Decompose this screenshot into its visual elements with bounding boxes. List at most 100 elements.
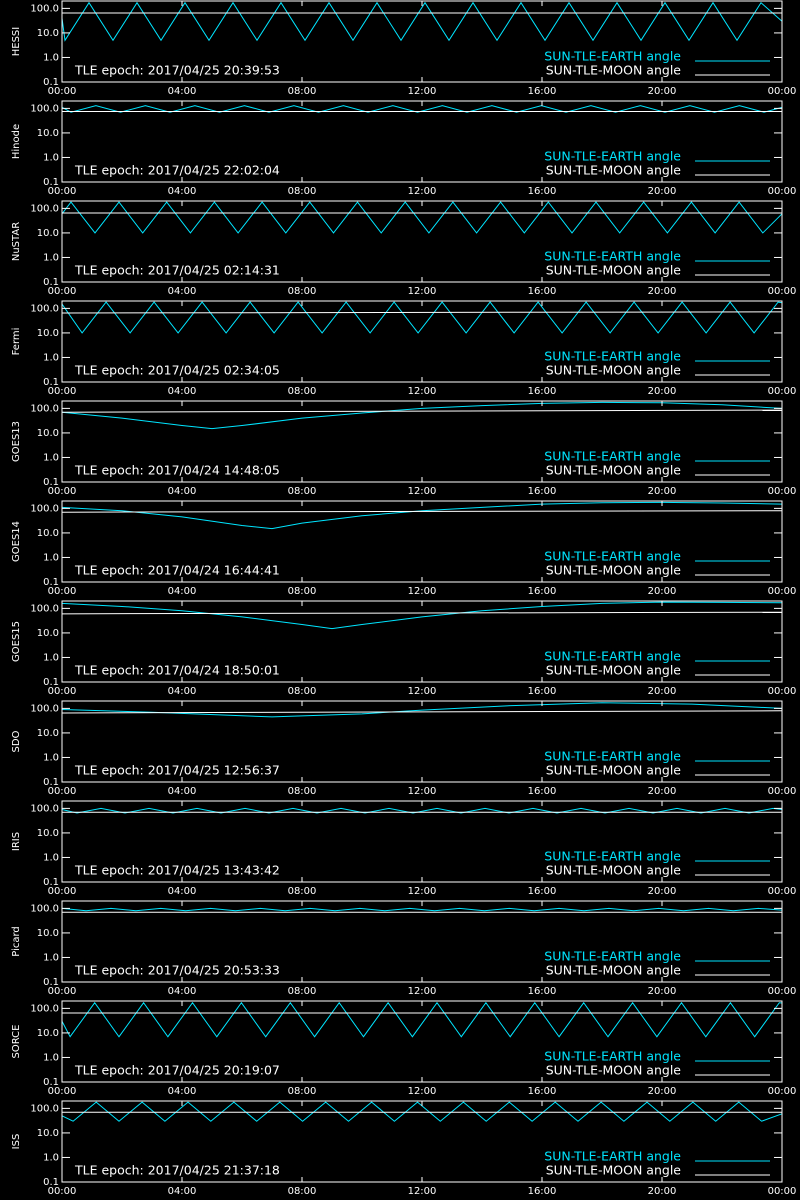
y-tick-label: 0.1 (43, 377, 59, 388)
x-tick-label: 20:00 (648, 586, 677, 597)
y-axis-label: ISS (11, 1134, 22, 1150)
x-tick-label: 00:00 (768, 586, 797, 597)
series-line (61, 1001, 783, 1038)
x-tick-label: 04:00 (168, 586, 197, 597)
y-tick-label: 10.0 (37, 728, 59, 739)
series-line (61, 311, 783, 314)
x-tick-label: 04:00 (168, 986, 197, 997)
y-tick-label: 0.1 (43, 577, 59, 588)
x-tick-label: 20:00 (648, 186, 677, 197)
x-tick-label: 04:00 (168, 86, 197, 97)
x-tick-label: 16:00 (528, 586, 557, 597)
x-tick-label: 16:00 (528, 986, 557, 997)
y-tick-label: 1.0 (43, 452, 59, 463)
x-tick-label: 04:00 (168, 786, 197, 797)
x-tick-label: 04:00 (168, 486, 197, 497)
legend-label: SUN-TLE-MOON angle (546, 763, 682, 778)
y-tick-label: 10.0 (37, 928, 59, 939)
x-tick-label: 08:00 (288, 1086, 317, 1097)
annotation: TLE epoch: 2017/04/24 16:44:41 (74, 563, 280, 578)
x-tick-label: 12:00 (408, 1186, 437, 1197)
x-tick-label: 20:00 (648, 286, 677, 297)
x-tick-label: 08:00 (288, 686, 317, 697)
x-tick-label: 00:00 (48, 386, 77, 397)
x-tick-label: 00:00 (48, 186, 77, 197)
y-tick-label: 0.1 (43, 977, 59, 988)
x-tick-label: 12:00 (408, 1086, 437, 1097)
y-tick-label: 10.0 (37, 628, 59, 639)
y-tick-label: 1.0 (43, 352, 59, 363)
y-tick-label: 10.0 (37, 228, 59, 239)
y-tick-label: 100.0 (30, 203, 59, 214)
x-tick-label: 00:00 (768, 686, 797, 697)
y-tick-label: 0.1 (43, 677, 59, 688)
x-tick-label: 08:00 (288, 1186, 317, 1197)
y-axis-label: SORCE (11, 1025, 22, 1059)
series-line (61, 401, 783, 430)
y-tick-label: 1.0 (43, 752, 59, 763)
y-axis-label: HESSI (11, 27, 22, 56)
legend-label: SUN-TLE-MOON angle (546, 163, 682, 178)
y-tick-label: 1.0 (43, 552, 59, 563)
legend-label: SUN-TLE-EARTH angle (544, 549, 681, 564)
annotation: TLE epoch: 2017/04/24 18:50:01 (74, 663, 280, 678)
y-tick-label: 100.0 (30, 403, 59, 414)
panel: 0.1 1.0 10.0 100.0 00:00 04:00 08:00 12:00 16:00… (11, 100, 797, 197)
y-tick-label: 10.0 (37, 428, 59, 439)
y-axis-label: GOES14 (11, 521, 22, 562)
y-tick-label: 0.1 (43, 777, 59, 788)
x-tick-label: 00:00 (48, 1086, 77, 1097)
x-tick-label: 20:00 (648, 686, 677, 697)
legend-label: SUN-TLE-MOON angle (546, 463, 682, 478)
x-tick-label: 16:00 (528, 386, 557, 397)
annotation: TLE epoch: 2017/04/25 02:34:05 (74, 363, 280, 378)
legend-label: SUN-TLE-MOON angle (546, 963, 682, 978)
series-line (61, 301, 783, 334)
x-tick-label: 00:00 (768, 86, 797, 97)
x-tick-label: 08:00 (288, 186, 317, 197)
y-tick-label: 0.1 (43, 1177, 59, 1188)
x-tick-label: 04:00 (168, 1186, 197, 1197)
series-line (61, 601, 783, 630)
x-tick-label: 16:00 (528, 286, 557, 297)
series-line (61, 105, 783, 113)
x-tick-label: 00:00 (48, 486, 77, 497)
x-tick-label: 12:00 (408, 786, 437, 797)
panel: 0.1 1.0 10.0 100.0 00:00 04:00 08:00 12:00 16:00… (11, 500, 797, 597)
y-axis-label: GOES15 (11, 621, 22, 662)
y-tick-label: 1.0 (43, 652, 59, 663)
legend-label: SUN-TLE-EARTH angle (544, 849, 681, 864)
series-line (61, 1101, 783, 1122)
x-tick-label: 04:00 (168, 286, 197, 297)
legend-label: SUN-TLE-EARTH angle (544, 249, 681, 264)
series-line (61, 201, 783, 234)
x-tick-label: 08:00 (288, 386, 317, 397)
series-line (61, 1, 783, 42)
x-tick-label: 00:00 (768, 886, 797, 897)
y-tick-label: 100.0 (30, 1103, 59, 1114)
annotation: TLE epoch: 2017/04/25 02:14:31 (74, 263, 280, 278)
x-tick-label: 00:00 (48, 1186, 77, 1197)
x-tick-label: 12:00 (408, 586, 437, 597)
legend-label: SUN-TLE-EARTH angle (544, 1149, 681, 1164)
x-tick-label: 12:00 (408, 286, 437, 297)
x-tick-label: 04:00 (168, 886, 197, 897)
legend-label: SUN-TLE-EARTH angle (544, 649, 681, 664)
x-tick-label: 00:00 (48, 686, 77, 697)
legend-label: SUN-TLE-EARTH angle (544, 1049, 681, 1064)
x-tick-label: 00:00 (48, 886, 77, 897)
legend-label: SUN-TLE-EARTH angle (544, 149, 681, 164)
panel: 0.1 1.0 10.0 100.0 00:00 04:00 08:00 12:00 16:00… (11, 900, 796, 997)
x-tick-label: 12:00 (408, 486, 437, 497)
legend-label: SUN-TLE-MOON angle (546, 363, 682, 378)
x-tick-label: 12:00 (408, 86, 437, 97)
x-tick-label: 00:00 (768, 186, 797, 197)
panel: 0.1 1.0 10.0 100.0 00:00 04:00 08:00 12:00 16:00… (11, 700, 796, 797)
x-tick-label: 16:00 (528, 686, 557, 697)
x-tick-label: 08:00 (288, 886, 317, 897)
y-tick-label: 100.0 (30, 103, 59, 114)
annotation: TLE epoch: 2017/04/25 20:19:07 (74, 1063, 280, 1078)
y-axis-label: Picard (11, 926, 22, 957)
